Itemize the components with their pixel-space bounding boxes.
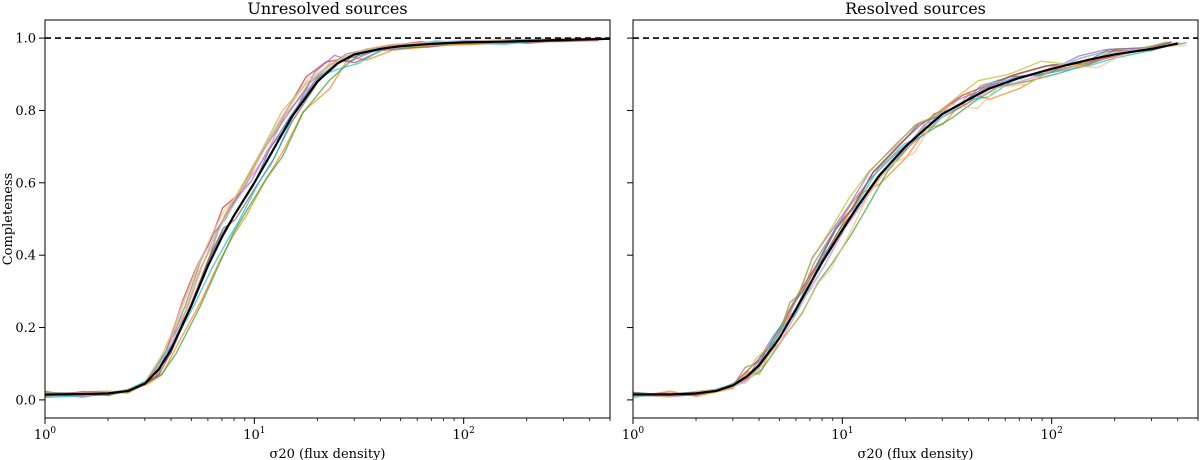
realization-line — [45, 37, 610, 397]
realization-line — [45, 38, 610, 399]
realization-line — [633, 43, 1179, 399]
y-axis-label: Completeness — [1, 173, 16, 266]
y-tick-label: 1.0 — [15, 32, 36, 47]
x-tick-exponent: 2 — [1057, 426, 1063, 436]
x-tick-base: 10 — [243, 428, 260, 443]
x-tick-exponent: 1 — [260, 426, 266, 436]
x-tick-exponent: 0 — [50, 426, 56, 436]
x-tick-base: 10 — [622, 428, 639, 443]
x-tick-exponent: 1 — [848, 426, 854, 436]
x-tick-label: 102 — [1041, 426, 1063, 443]
y-tick-label: 0.0 — [15, 393, 36, 408]
realization-line — [45, 38, 602, 397]
x-tick-label: 100 — [622, 426, 645, 443]
realization-line — [45, 39, 599, 397]
x-tick-label: 101 — [243, 426, 265, 443]
y-tick-label: 0.6 — [15, 176, 36, 191]
x-tick-exponent: 2 — [469, 426, 475, 436]
realization-line — [633, 41, 1180, 398]
chart-title: Resolved sources — [845, 0, 986, 18]
realization-line — [633, 42, 1177, 397]
plot-area — [45, 37, 610, 399]
realization-line — [633, 41, 1172, 396]
x-tick-label: 100 — [34, 426, 57, 443]
realization-line — [633, 40, 1168, 398]
realization-line — [45, 38, 610, 397]
plot-area — [633, 37, 1198, 399]
realization-line — [633, 44, 1187, 398]
realization-line — [633, 42, 1169, 398]
mean-curve — [45, 37, 610, 396]
mean-curve — [633, 42, 1178, 396]
x-tick-label: 102 — [453, 426, 475, 443]
y-tick-label: 0.2 — [15, 321, 36, 336]
x-tick-label: 101 — [831, 426, 853, 443]
x-tick-base: 10 — [831, 428, 848, 443]
realization-line — [633, 42, 1181, 397]
x-tick-base: 10 — [34, 428, 51, 443]
x-tick-exponent: 0 — [638, 426, 644, 436]
x-tick-base: 10 — [453, 428, 470, 443]
realization-line — [633, 41, 1170, 396]
realization-line — [633, 41, 1172, 397]
realization-line — [45, 37, 601, 397]
axes-frame — [44, 19, 611, 419]
y-tick-label: 0.8 — [15, 104, 36, 119]
x-axis-label: σ20 (flux density) — [270, 447, 386, 460]
realization-line — [45, 37, 610, 397]
realization-line — [633, 42, 1187, 395]
realization-line — [633, 42, 1178, 397]
axes-frame — [632, 19, 1199, 419]
x-tick-base: 10 — [1041, 428, 1058, 443]
y-tick-label: 0.4 — [15, 249, 36, 264]
realization-line — [45, 37, 599, 396]
x-axis-label: σ20 (flux density) — [858, 447, 974, 460]
realization-line — [45, 37, 603, 397]
chart-title: Unresolved sources — [247, 0, 407, 18]
realization-line — [45, 37, 605, 394]
